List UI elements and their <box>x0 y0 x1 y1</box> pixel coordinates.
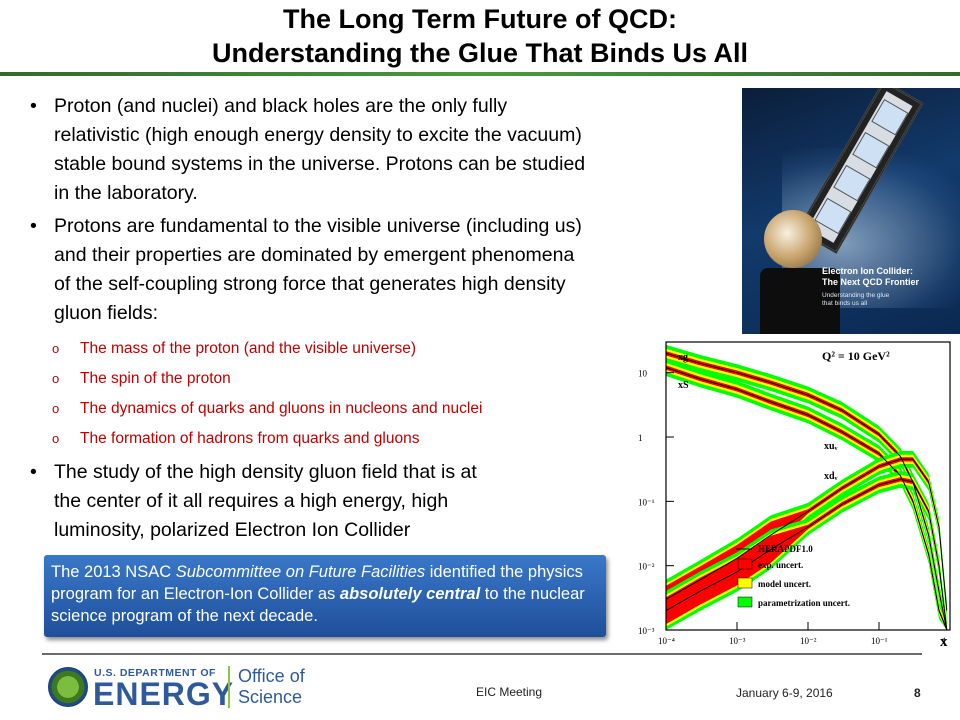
bullet-proton-relativistic: Proton (and nuclei) and black holes are … <box>30 92 734 208</box>
title-divider <box>0 72 960 76</box>
legend-swatch-0 <box>737 558 753 570</box>
bullet-line: Proton (and nuclei) and black holes are … <box>54 95 508 117</box>
legend-label-0: exp. uncert. <box>758 560 803 570</box>
series-label-1: xS <box>678 380 689 391</box>
nsac-text-absolutely-central: absolutely central <box>339 585 481 603</box>
doe-energy-wordmark: ENERGY <box>93 676 235 712</box>
office-of-science-label: Office of Science <box>238 666 305 708</box>
x-tick-label: 10⁻⁴ <box>658 636 675 646</box>
nsac-text-subcommittee: Subcommittee on Future Facilities <box>175 563 426 581</box>
series-label-3: xdᵥ <box>824 471 838 482</box>
y-tick-label: 10 <box>638 369 648 379</box>
series-label-2: xuᵥ <box>824 441 838 452</box>
office-line-1: Office of <box>238 666 305 686</box>
bullet-line: relativistic (high enough energy density… <box>54 124 582 146</box>
nsac-text-mid: identified the physics program for an El… <box>51 563 583 603</box>
y-tick-label: 10⁻³ <box>638 626 655 636</box>
projector-silhouette <box>760 268 840 342</box>
doe-seal-logo <box>48 667 88 707</box>
band-xuᵥ-1 <box>666 454 947 616</box>
legend-swatch-1 <box>737 577 753 589</box>
bullet-line: The study of the high density gluon fiel… <box>54 461 477 483</box>
film-frame <box>852 131 890 169</box>
nsac-callout-box: The 2013 NSAC Subcommittee on Future Fac… <box>44 555 606 637</box>
doe-department-label: U.S. DEPARTMENT OF <box>94 667 216 679</box>
chart-series-lines <box>665 352 948 631</box>
cover-subtitle-line: that binds us all <box>822 300 868 307</box>
y-tick-label: 10⁻¹ <box>638 497 655 507</box>
cover-subtitle-line: Understanding the glue <box>822 292 890 299</box>
cover-title-line: Electron Ion Collider: <box>822 266 914 276</box>
nsac-text-post: to the nuclear science program of the ne… <box>51 585 585 625</box>
chart-title: Q² = 10 GeV² <box>822 349 890 363</box>
x-tick-label: 10⁻¹ <box>871 636 888 646</box>
subbullet-proton-mass: The mass of the proton (and the visible … <box>52 338 416 360</box>
meeting-name: EIC Meeting <box>476 685 543 699</box>
y-tick-label: 10⁻² <box>638 562 655 572</box>
series-line-3 <box>665 478 948 631</box>
meeting-date: January 6-9, 2016 <box>736 686 833 700</box>
legend-label-2: parametrization uncert. <box>758 598 850 608</box>
series-label-0: xg <box>678 352 688 363</box>
subbullet-quark-gluon-dynamics: The dynamics of quarks and gluons in nuc… <box>52 398 482 420</box>
subbullet-hadron-formation: The formation of hadrons from quarks and… <box>52 428 419 450</box>
title-line-1: The Long Term Future of QCD: <box>283 4 677 34</box>
x-tick-label: 1 <box>942 636 947 646</box>
band-xg-0 <box>666 344 947 630</box>
legend-label-1: model uncert. <box>758 579 811 589</box>
band-xdᵥ-1 <box>666 474 947 630</box>
bullet-line: gluon fields: <box>54 302 159 324</box>
bullet-line: Protons are fundamental to the visible u… <box>54 215 582 237</box>
series-line-2 <box>665 458 948 611</box>
slide-title: The Long Term Future of QCD: Understandi… <box>0 2 960 70</box>
band-xdᵥ-0 <box>666 470 947 630</box>
cover-title: Electron Ion Collider: The Next QCD Fron… <box>822 266 919 288</box>
bullet-protons-fundamental: Protons are fundamental to the visible u… <box>30 212 734 328</box>
y-tick-label: 1 <box>638 433 643 443</box>
footer-divider <box>42 653 922 655</box>
bullet-line: stable bound systems in the universe. Pr… <box>54 153 586 175</box>
legend-title: HERAPDF1.0 <box>758 544 813 554</box>
cover-title-line: The Next QCD Frontier <box>822 277 920 287</box>
page-number: 8 <box>914 686 921 700</box>
x-tick-label: 10⁻³ <box>729 636 746 646</box>
nsac-text-pre: The 2013 NSAC <box>51 563 176 581</box>
nucleus-graphic <box>764 210 822 268</box>
bullet-line: of the self-coupling strong force that g… <box>54 273 566 295</box>
chart-xlabel: x <box>940 634 948 650</box>
chart-legend: HERAPDF1.0 exp. uncert. model uncert. param… <box>736 544 850 608</box>
film-frame <box>871 99 909 136</box>
series-line-0 <box>665 352 948 631</box>
eic-report-cover-image: Electron Ion Collider: The Next QCD Fron… <box>742 88 960 342</box>
series-line-1 <box>665 367 948 631</box>
bullet-line: the center of it all requires a high ene… <box>54 490 449 512</box>
title-line-2: Understanding the Glue That Binds Us All <box>211 38 749 68</box>
film-frame <box>833 164 871 202</box>
x-tick-label: 10⁻² <box>800 636 817 646</box>
legend-swatch-2 <box>737 596 753 608</box>
bullet-line: luminosity, polarized Electron Ion Colli… <box>54 519 411 541</box>
office-line-2: Science <box>238 687 303 707</box>
bullet-gluon-field-study: The study of the high density gluon fiel… <box>30 458 734 545</box>
subbullet-proton-spin: The spin of the proton <box>52 368 231 390</box>
cover-subtitle: Understanding the glue that binds us all <box>822 292 889 308</box>
bullet-line: and their properties are dominated by em… <box>54 244 575 266</box>
chart-series-labels: xg xS xuᵥ xdᵥ <box>678 352 838 482</box>
logo-divider <box>228 666 230 708</box>
bullet-line: in the laboratory. <box>54 182 198 204</box>
